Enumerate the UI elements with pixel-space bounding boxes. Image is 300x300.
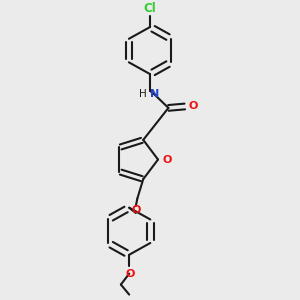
- Text: N: N: [150, 89, 159, 99]
- Text: O: O: [163, 154, 172, 164]
- Text: H: H: [139, 89, 147, 99]
- Text: Cl: Cl: [144, 2, 156, 15]
- Text: O: O: [125, 268, 135, 278]
- Text: O: O: [131, 205, 140, 214]
- Text: O: O: [188, 101, 198, 112]
